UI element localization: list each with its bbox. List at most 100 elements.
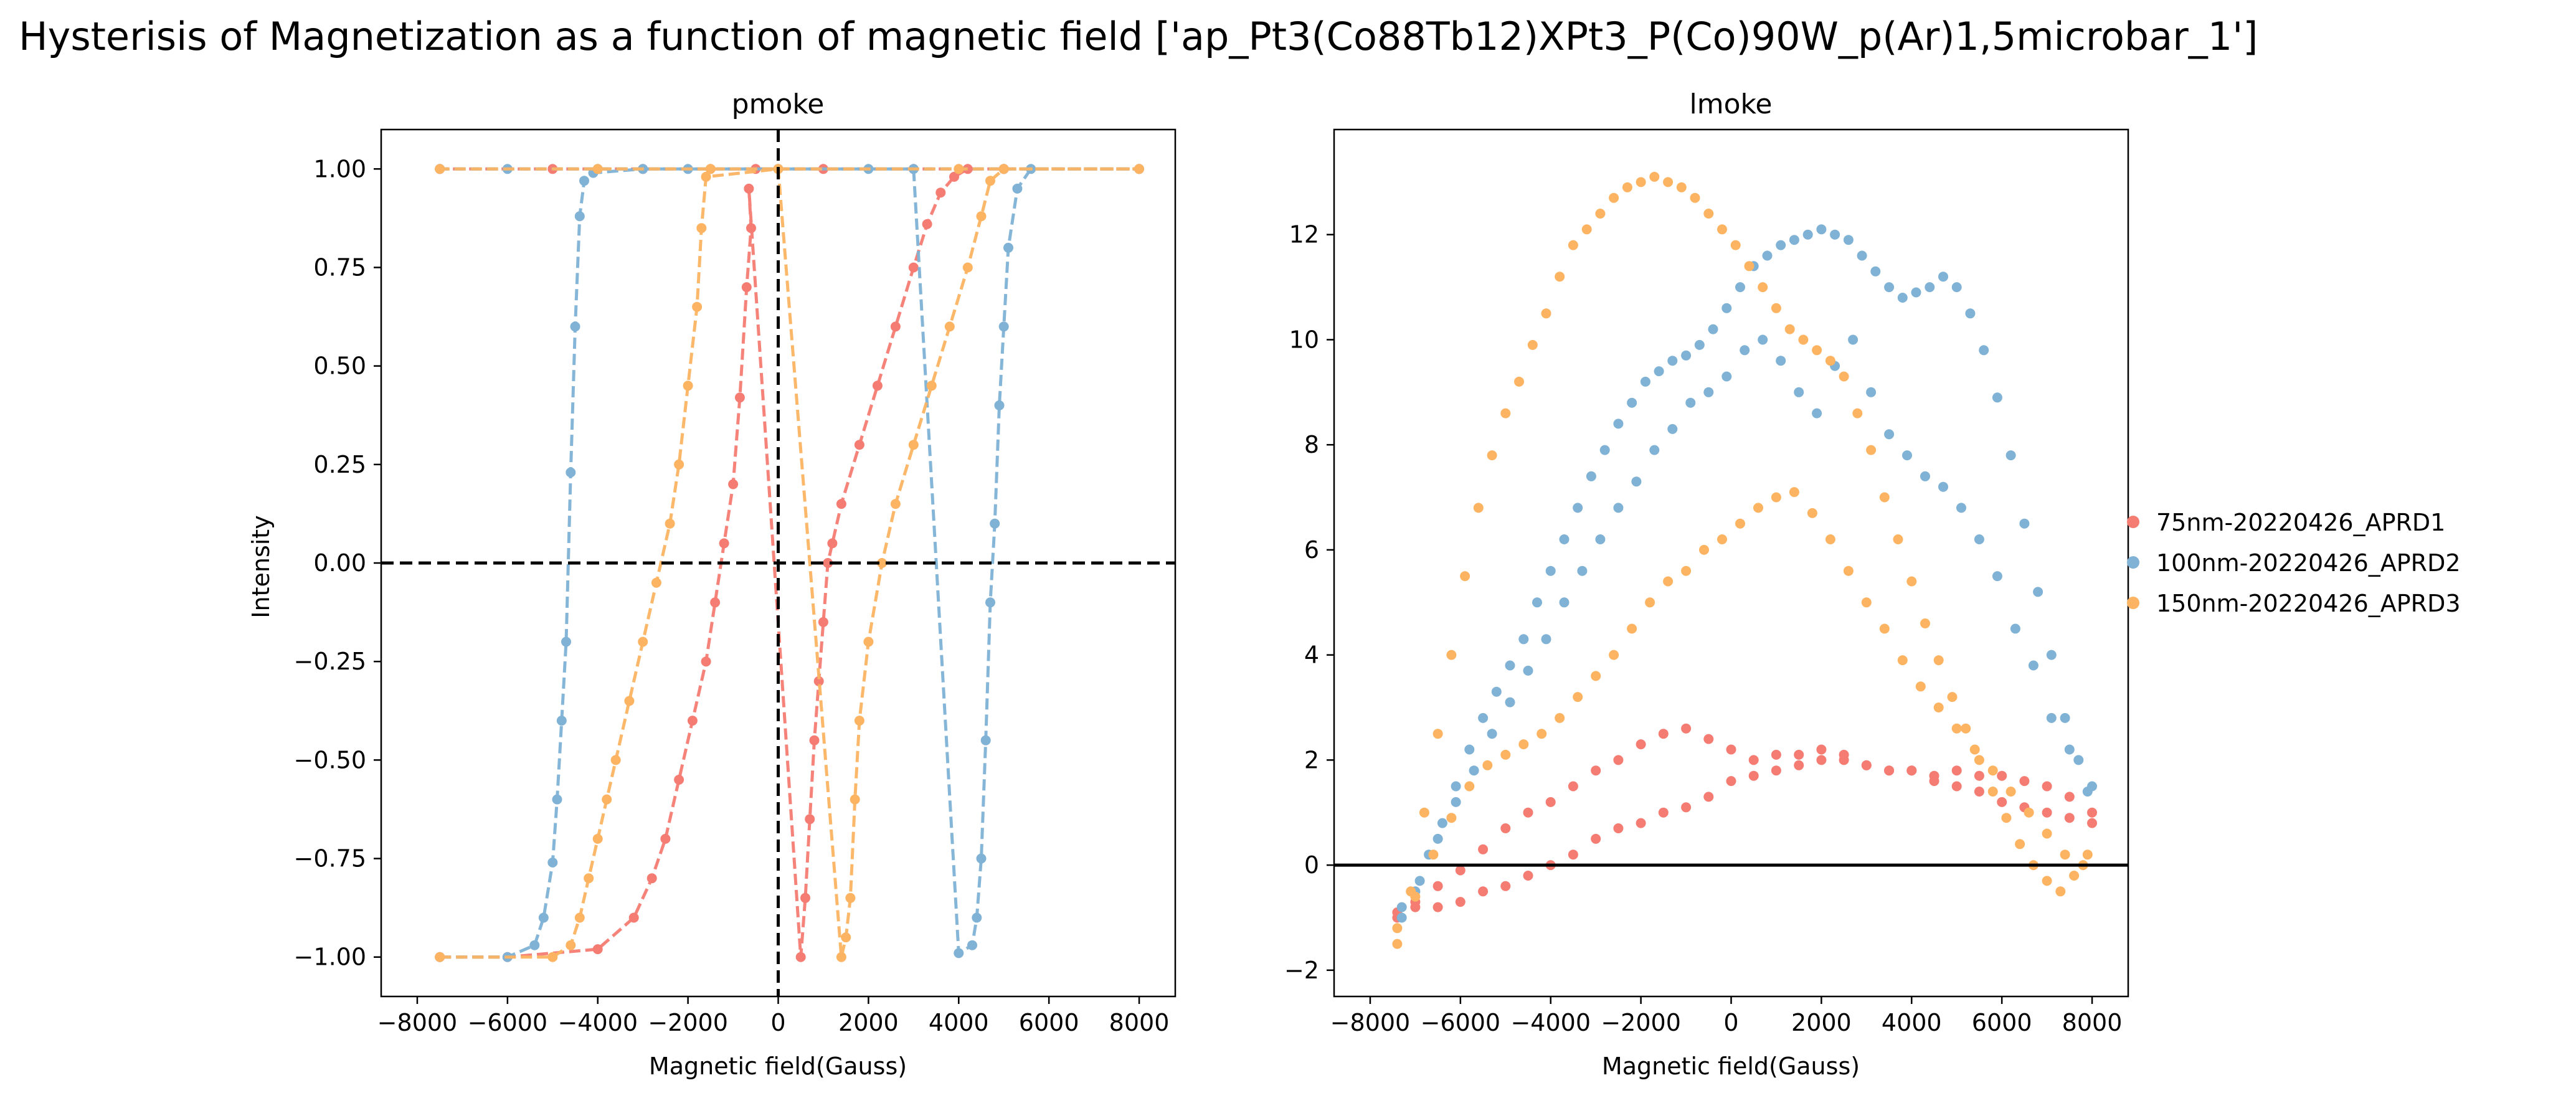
lmoke-series-0-point [1816,744,1827,755]
lmoke-series-2-point [1464,781,1475,792]
pmoke-series-0-point [701,656,711,667]
lmoke-series-2-point [1879,492,1890,503]
lmoke-series-2-point [2042,876,2052,886]
lmoke-series-1-point [1830,229,1840,240]
lmoke-series-0-point [1432,902,1443,912]
lmoke-series-2-point [1699,544,1709,555]
pmoke-series-1-point [980,735,991,745]
legend-label-75nm: 75nm-20220426_APRD1 [2156,509,2445,536]
lmoke-series-0-point [1636,818,1646,828]
lmoke-series-0-point [1432,881,1443,891]
lmoke-series-1-point [1451,781,1461,792]
lmoke-series-2-point [1500,408,1511,419]
lmoke-series-1-point [1794,387,1804,397]
lmoke-series-0-point [1906,765,1917,776]
lmoke-series-0-point [1523,807,1533,818]
lmoke-series-2-point [2024,807,2034,818]
lmoke-series-2-point [1609,650,1619,660]
pmoke-series-2-point [592,833,603,844]
lmoke-series-1-point [2005,450,2016,461]
pmoke-y-tick-label: −0.25 [294,648,366,675]
lmoke-series-2-point [1428,849,1439,860]
pmoke-series-0-point [872,381,883,391]
lmoke-x-axis-label: Magnetic field(Gauss) [1602,1053,1860,1080]
lmoke-series-1-point [1432,833,1443,844]
lmoke-series-0-point [1794,749,1804,760]
lmoke-series-2-point [1573,692,1583,703]
lmoke-series-1-point [1848,334,1859,345]
pmoke-series-0-point [827,538,838,549]
lmoke-series-1-point [1595,534,1606,544]
lmoke-series-2-point [2015,839,2025,849]
lmoke-series-2-point [2042,828,2052,839]
lmoke-series-2-point [1744,261,1754,272]
lmoke-series-2-point [1839,371,1849,382]
lmoke-series-2-point [1947,692,1958,703]
pmoke-title: pmoke [732,88,825,120]
pmoke-series-2-point [692,301,703,312]
pmoke-series-0-point [935,187,946,198]
lmoke-series-1-point [1708,324,1718,334]
lmoke-series-1-point [1640,376,1650,387]
lmoke-x-tick-label: 0 [1723,1009,1738,1036]
lmoke-series-2-point [1812,345,1822,356]
pmoke-series-group [435,164,1144,962]
pmoke-plot-area [435,164,1144,962]
pmoke-series-2-point [877,558,888,568]
lmoke-series-0-point [1816,755,1827,765]
lmoke-series-1-point [1577,565,1588,576]
pmoke-series-0-point [719,538,729,549]
pmoke-series-0-point [660,833,671,844]
pmoke-series-0-point [949,171,959,182]
lmoke-series-0-point [1951,765,1962,776]
lmoke-series-1-point [2028,660,2039,671]
lmoke-x-tick-label: −6000 [1421,1009,1501,1036]
lmoke-series-2-point [2001,813,2012,823]
pmoke-y-tick-label: 0.75 [313,253,366,281]
lmoke-series-1-point [1396,902,1407,912]
lmoke-series-1-point [1559,534,1570,544]
lmoke-series-2-point [1555,272,1565,282]
lmoke-series-1-point [1505,697,1515,707]
lmoke-series-2-point [1663,576,1674,587]
lmoke-series-2-point [1568,240,1578,250]
lmoke-series-1-point [1685,397,1696,408]
lmoke-x-tick-label: 8000 [2062,1009,2123,1036]
lmoke-axes: −8000 −6000 −4000 −2000 0 2000 4000 6000 8000 −2 0… [1284,128,2129,1036]
lmoke-series-1-point [1545,565,1556,576]
pmoke-series-0-point [800,892,810,903]
lmoke-series-2-point [1645,597,1655,608]
lmoke-title: lmoke [1690,88,1773,120]
lmoke-series-2-point [1432,729,1443,739]
pmoke-series-0-point [836,499,846,509]
lmoke-series-2-point [1893,534,1903,544]
pmoke-series-0-point [908,262,919,273]
lmoke-series-2-point [1933,703,1944,712]
lmoke-series-2-point [1825,534,1835,544]
pmoke-x-tick-label: −2000 [648,1009,728,1036]
lmoke-series-2-point [2055,886,2066,897]
lmoke-series-0-point [1703,734,1714,744]
pmoke-series-0-point [728,479,739,490]
pmoke-series-2-point [435,952,445,962]
lmoke-series-1-point [2064,744,2075,755]
lmoke-series-1-point [1667,423,1678,434]
pmoke-series-line-0 [440,167,1139,959]
lmoke-series-1-point [1694,339,1705,350]
lmoke-series-0-point [2019,776,2030,787]
lmoke-series-1-point [1776,240,1786,250]
lmoke-series-0-point [1726,744,1736,755]
pmoke-series-2-point [610,755,621,765]
pmoke-series-1-point [1003,242,1013,253]
lmoke-series-2-point [1771,492,1781,503]
lmoke-series-1-point [1884,429,1895,440]
pmoke-y-tick-label: 0.25 [313,451,366,478]
lmoke-series-2-point [1920,618,1930,628]
lmoke-series-2-point [1969,744,1980,755]
lmoke-series-1-point [1469,765,1479,776]
lmoke-series-2-point [1852,408,1863,419]
lmoke-series-1-point [1414,876,1425,886]
lmoke-series-1-point [1740,345,1750,356]
pmoke-y-tick-label: 1.00 [313,155,366,182]
